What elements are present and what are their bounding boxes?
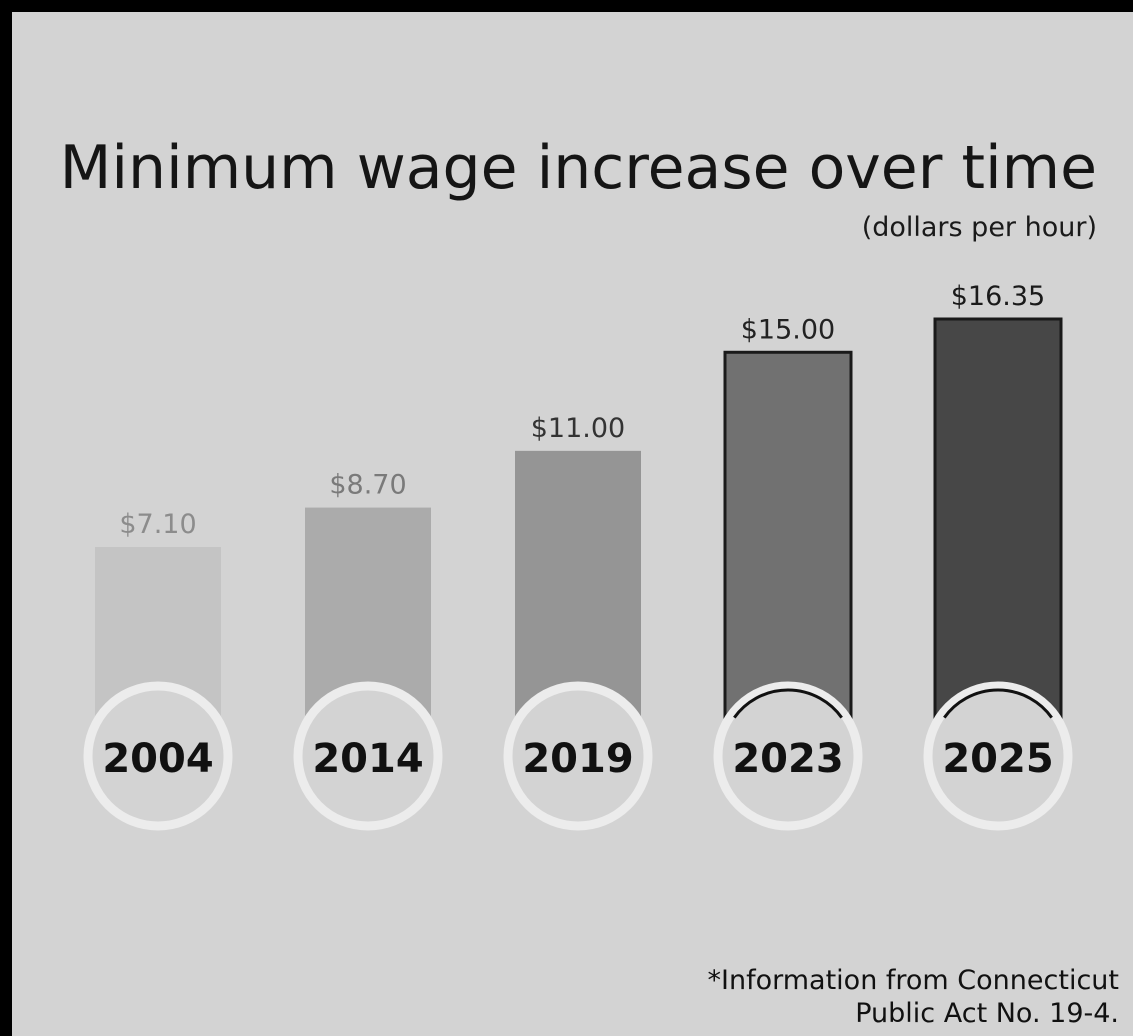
bar-2025	[933, 317, 1063, 734]
year-label-2004: 2004	[102, 736, 213, 782]
footnote-line-2: Public Act No. 19-4.	[855, 998, 1119, 1029]
year-circle-2019	[503, 681, 653, 831]
frame-top-border	[0, 0, 1133, 12]
bar-base-arc-2025	[943, 688, 1053, 719]
frame-left-border	[0, 0, 12, 1036]
year-label-2019: 2019	[522, 736, 633, 782]
year-circle-2004	[83, 681, 233, 831]
value-label-2023: $15.00	[741, 314, 835, 345]
bar-2023	[723, 350, 853, 734]
value-label-2019: $11.00	[531, 413, 625, 444]
year-circle-2023	[713, 681, 863, 831]
year-circle-2014	[293, 681, 443, 831]
footnote-line-1: *Information from Connecticut	[707, 965, 1119, 996]
year-label-2025: 2025	[942, 736, 1053, 782]
bar-base-arc-2023	[733, 688, 843, 719]
value-label-2014: $8.70	[329, 470, 406, 501]
value-label-2004: $7.10	[119, 509, 196, 540]
year-circle-2025	[923, 681, 1073, 831]
chart-title: Minimum wage increase over time	[59, 133, 1097, 203]
chart-subtitle: (dollars per hour)	[861, 212, 1097, 243]
year-label-2014: 2014	[312, 736, 423, 782]
year-label-2023: 2023	[732, 736, 843, 782]
footnote: *Information from Connecticut Public Act…	[708, 964, 1119, 1030]
value-label-2025: $16.35	[951, 281, 1045, 312]
